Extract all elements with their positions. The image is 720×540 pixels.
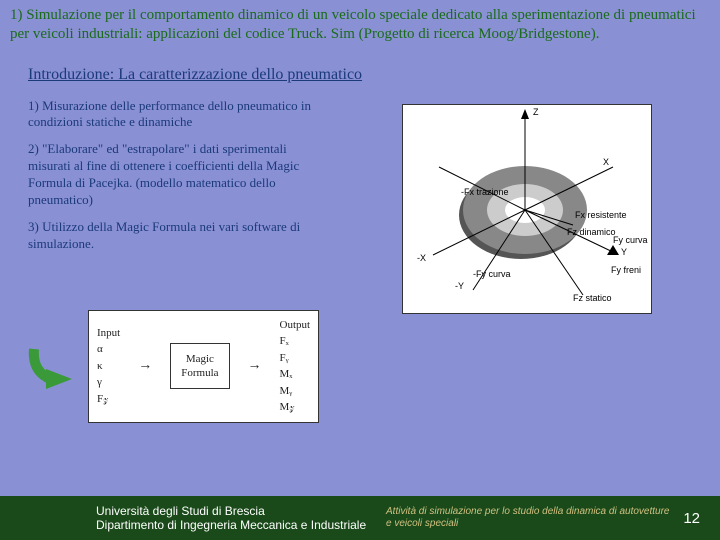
mf-out-mx: Mₓ: [280, 366, 311, 383]
arrow-right-icon: →: [248, 358, 262, 374]
axis-y: Y: [621, 247, 627, 257]
lbl-nfy-curva: -Fy curva: [473, 269, 511, 279]
content-row: 1) Misurazione delle performance dello p…: [0, 94, 720, 314]
footer-uni-line1: Università degli Studi di Brescia: [96, 504, 386, 518]
slide-subtitle: Introduzione: La caratterizzazione dello…: [0, 48, 720, 94]
left-column: 1) Misurazione delle performance dello p…: [28, 98, 328, 314]
curved-arrow-icon: [28, 341, 78, 391]
mf-output-head: Output: [280, 317, 311, 334]
lbl-fz-stat: Fz statico: [573, 293, 612, 303]
mf-center-2: Formula: [181, 366, 218, 380]
slide-footer: Università degli Studi di Brescia Dipart…: [0, 496, 720, 540]
paragraph-2: 2) "Elaborare" ed "estrapolare" i dati s…: [28, 141, 328, 209]
lbl-fy-freni: Fy freni: [611, 265, 641, 275]
right-column: Z X -X Y -Y -Fx trazione Fx resistente F…: [344, 98, 710, 314]
slide-title: 1) Simulazione per il comportamento dina…: [0, 0, 720, 48]
lbl-fx-traz: -Fx trazione: [461, 187, 509, 197]
mf-in-fz: F𝓏: [97, 391, 120, 408]
lbl-fx-res: Fx resistente: [575, 210, 627, 220]
axis-negx: -X: [417, 253, 426, 263]
tire-force-diagram: Z X -X Y -Y -Fx trazione Fx resistente F…: [402, 104, 652, 314]
axis-x: X: [603, 157, 609, 167]
mf-in-alpha: α: [97, 341, 120, 358]
mf-output-col: Output Fₓ Fᵧ Mₓ Mᵧ M𝓏: [280, 317, 311, 416]
page-number: 12: [675, 510, 708, 527]
axis-negy: -Y: [455, 281, 464, 291]
mf-center-box: Magic Formula: [170, 343, 229, 390]
mf-input-head: Input: [97, 325, 120, 342]
mf-input-col: Input α κ γ F𝓏: [97, 325, 120, 408]
mf-out-mz: M𝓏: [280, 399, 311, 416]
footer-university: Università degli Studi di Brescia Dipart…: [96, 504, 386, 533]
footer-activity: Attività di simulazione per lo studio de…: [386, 506, 675, 530]
magic-formula-diagram: Input α κ γ F𝓏 → Magic Formula → Output …: [88, 310, 319, 423]
mf-out-fy: Fᵧ: [280, 350, 311, 367]
mf-in-gamma: γ: [97, 374, 120, 391]
footer-uni-line2: Dipartimento di Ingegneria Meccanica e I…: [96, 518, 386, 532]
mf-out-fx: Fₓ: [280, 333, 311, 350]
axis-z: Z: [533, 107, 539, 117]
lbl-fz-din: Fz dinamico: [567, 227, 616, 237]
paragraph-1: 1) Misurazione delle performance dello p…: [28, 98, 328, 132]
mf-center-1: Magic: [181, 352, 218, 366]
mf-in-kappa: κ: [97, 358, 120, 375]
paragraph-3: 3) Utilizzo della Magic Formula nei vari…: [28, 219, 328, 253]
lbl-fy-curva: Fy curva: [613, 235, 648, 245]
bottom-row: Input α κ γ F𝓏 → Magic Formula → Output …: [0, 310, 720, 423]
mf-out-my: Mᵧ: [280, 383, 311, 400]
arrow-right-icon: →: [138, 358, 152, 374]
